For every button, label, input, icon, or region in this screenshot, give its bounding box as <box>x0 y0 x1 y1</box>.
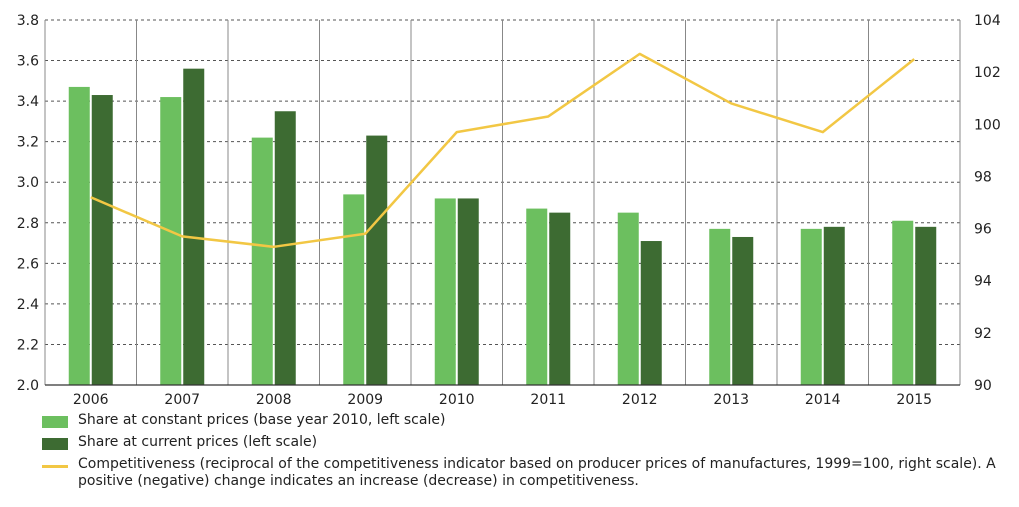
y-left-tick-label: 3.6 <box>17 54 39 70</box>
bar-current <box>549 212 571 385</box>
bar-constant <box>709 228 731 385</box>
bar-constant <box>800 228 822 385</box>
bar-constant <box>251 137 273 385</box>
y-left-tick-label: 2.4 <box>17 297 39 313</box>
legend: Share at constant prices (base year 2010… <box>42 412 1002 495</box>
bar-current <box>274 111 296 385</box>
bar-current <box>823 226 845 385</box>
legend-swatch-constant <box>42 416 68 428</box>
legend-swatch-current <box>42 438 68 450</box>
legend-item-current: Share at current prices (left scale) <box>42 434 1002 451</box>
y-right-tick-label: 98 <box>974 169 992 185</box>
y-right-tick-label: 102 <box>974 65 1001 81</box>
bar-constant <box>68 86 90 386</box>
x-tick-label: 2013 <box>713 392 749 408</box>
bar-constant <box>160 97 182 386</box>
y-left-tick-label: 3.8 <box>17 13 39 29</box>
bar-current <box>915 226 937 385</box>
y-left-tick-label: 3.4 <box>17 94 39 110</box>
bar-constant <box>343 194 365 385</box>
y-right-tick-label: 100 <box>974 117 1001 133</box>
x-tick-label: 2008 <box>256 392 292 408</box>
chart-bars <box>68 68 937 386</box>
y-left-tick-label: 2.2 <box>17 337 39 353</box>
x-tick-label: 2007 <box>164 392 200 408</box>
x-tick-label: 2015 <box>896 392 932 408</box>
bar-current <box>366 135 388 385</box>
y-right-tick-label: 104 <box>974 13 1001 29</box>
y-left-tick-label: 2.0 <box>17 378 39 394</box>
chart-axes: 2.0 2.2 2.4 2.6 2.8 3.0 3.2 3.4 3.6 3.8 90 92 94 96 98… <box>17 13 1001 408</box>
chart-line <box>90 52 916 249</box>
legend-label-current: Share at current prices (left scale) <box>78 434 318 450</box>
legend-label-competitiveness: Competitiveness (reciprocal of the compe… <box>78 456 996 489</box>
y-right-tick-label: 92 <box>974 326 992 342</box>
y-left-tick-label: 3.2 <box>17 135 39 151</box>
x-tick-label: 2014 <box>805 392 841 408</box>
y-left-tick-label: 2.6 <box>17 256 39 272</box>
bar-constant <box>617 212 639 385</box>
x-tick-label: 2010 <box>439 392 475 408</box>
legend-item-competitiveness: Competitiveness (reciprocal of the compe… <box>42 456 1002 490</box>
x-tick-label: 2006 <box>73 392 109 408</box>
y-left-tick-label: 3.0 <box>17 175 39 191</box>
x-tick-label: 2011 <box>530 392 566 408</box>
bar-current <box>91 95 113 386</box>
x-tick-label: 2012 <box>622 392 658 408</box>
legend-item-constant: Share at constant prices (base year 2010… <box>42 412 1002 429</box>
bar-current <box>732 236 754 385</box>
chart-grid <box>44 19 961 385</box>
bar-constant <box>526 208 548 385</box>
y-right-tick-label: 96 <box>974 222 992 238</box>
legend-label-constant: Share at constant prices (base year 2010… <box>78 412 446 428</box>
y-right-tick-label: 90 <box>974 378 992 394</box>
bar-current <box>640 241 662 385</box>
legend-swatch-competitiveness <box>42 465 68 468</box>
y-left-tick-label: 2.8 <box>17 216 39 232</box>
line-competitiveness <box>90 52 916 249</box>
bar-current <box>183 68 205 386</box>
chart: 2.0 2.2 2.4 2.6 2.8 3.0 3.2 3.4 3.6 3.8 90 92 94 96 98… <box>17 13 1001 408</box>
bar-constant <box>434 198 456 385</box>
y-right-tick-label: 94 <box>974 274 992 290</box>
x-tick-label: 2009 <box>347 392 383 408</box>
bar-current <box>457 198 479 385</box>
bar-constant <box>892 220 914 385</box>
